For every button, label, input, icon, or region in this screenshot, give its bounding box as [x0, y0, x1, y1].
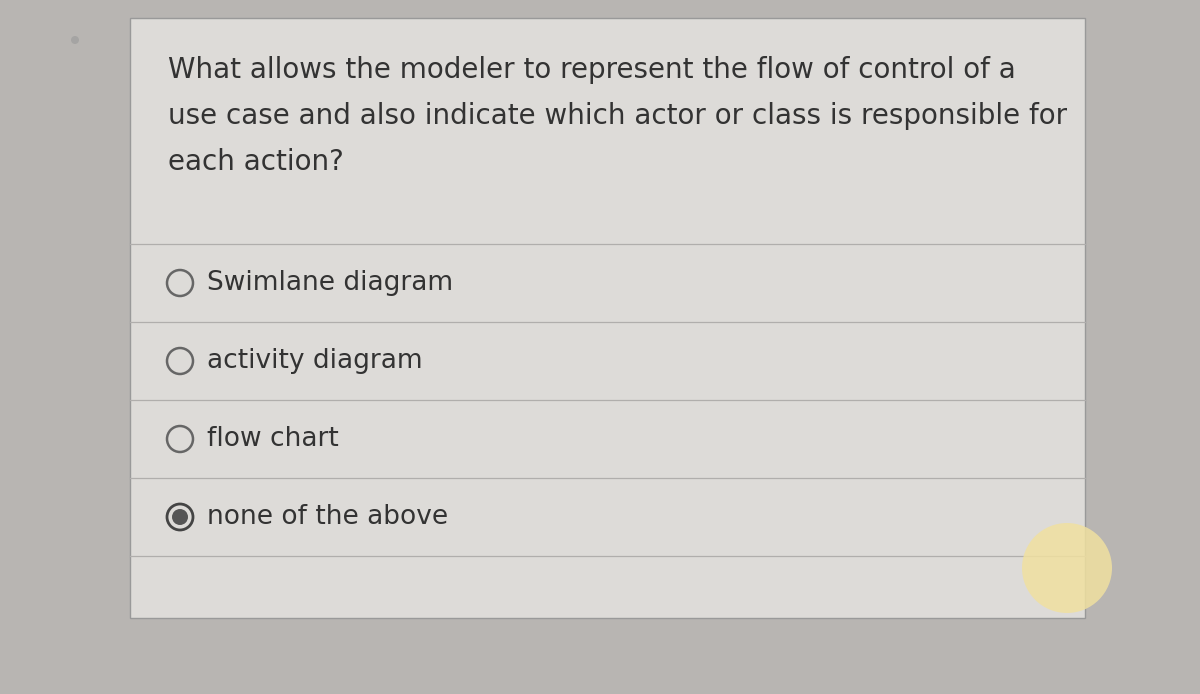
Text: flow chart: flow chart	[208, 426, 338, 452]
Text: What allows the modeler to represent the flow of control of a: What allows the modeler to represent the…	[168, 56, 1015, 84]
Text: none of the above: none of the above	[208, 504, 448, 530]
Circle shape	[172, 509, 188, 525]
Text: use case and also indicate which actor or class is responsible for: use case and also indicate which actor o…	[168, 102, 1067, 130]
Text: each action?: each action?	[168, 148, 344, 176]
Circle shape	[71, 36, 79, 44]
Text: Swimlane diagram: Swimlane diagram	[208, 270, 454, 296]
Circle shape	[1022, 523, 1112, 613]
Circle shape	[167, 504, 193, 530]
FancyBboxPatch shape	[130, 18, 1085, 618]
Text: activity diagram: activity diagram	[208, 348, 422, 374]
